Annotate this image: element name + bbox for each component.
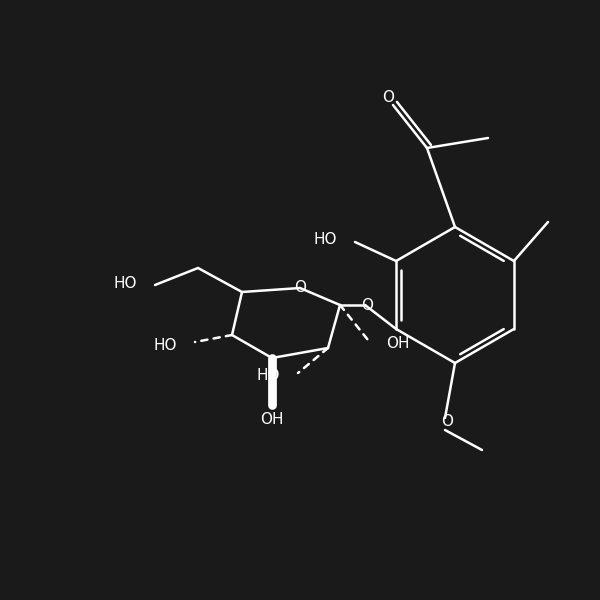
Text: HO: HO bbox=[113, 275, 137, 290]
Text: OH: OH bbox=[260, 413, 284, 427]
Text: OH: OH bbox=[386, 335, 409, 350]
Text: O: O bbox=[361, 298, 373, 313]
Text: HO: HO bbox=[154, 337, 177, 352]
Text: O: O bbox=[294, 280, 306, 295]
Text: HO: HO bbox=[314, 232, 337, 247]
Text: O: O bbox=[382, 89, 394, 104]
Text: HO: HO bbox=[257, 368, 280, 383]
Text: O: O bbox=[441, 413, 453, 428]
